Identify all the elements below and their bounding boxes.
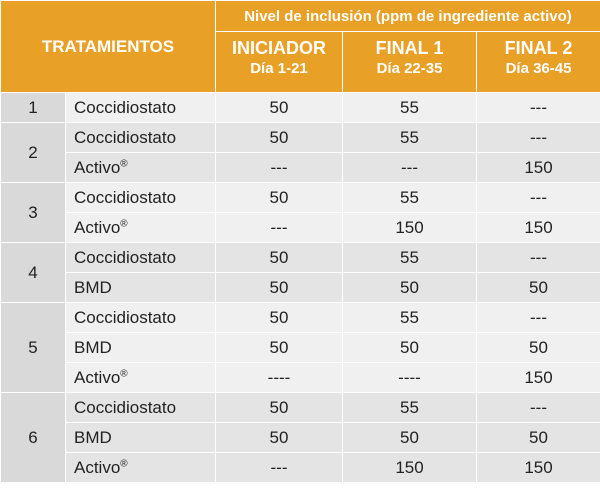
value-final-1: 55 [342, 182, 477, 213]
treatment-number: 3 [0, 182, 66, 243]
product-cell: Activo® [65, 452, 216, 483]
product-cell: Activo® [65, 152, 216, 183]
header-phase-final-2: FINAL 2 Día 36-45 [475, 31, 600, 93]
value-final-2: 150 [475, 362, 600, 393]
value-final-1: 55 [342, 302, 477, 333]
value-final-1: 55 [342, 242, 477, 273]
header-tratamientos: TRATAMIENTOS [0, 0, 216, 93]
phase-name: FINAL 2 [504, 38, 573, 58]
product-cell: BMD [65, 332, 216, 363]
value-iniciador: 50 [215, 122, 343, 153]
phase-days: Día 1-21 [250, 60, 308, 77]
value-iniciador: --- [215, 152, 343, 183]
header-nivel-inclusion: Nivel de inclusión (ppm de ingrediente a… [214, 0, 600, 32]
table-row: Activo® --- 150 150 [1, 452, 600, 483]
treatments-table: TRATAMIENTOS Nivel de inclusión (ppm de … [0, 0, 600, 483]
table-row: Activo® ---- ---- 150 [1, 362, 600, 393]
value-final-1: --- [342, 152, 477, 183]
product-cell: Coccidiostato [65, 242, 216, 273]
product-cell: Coccidiostato [65, 302, 216, 333]
value-iniciador: --- [215, 212, 343, 243]
value-final-2: 150 [475, 152, 600, 183]
value-final-2: 50 [475, 422, 600, 453]
value-final-2: --- [475, 92, 600, 123]
value-iniciador: 50 [215, 302, 343, 333]
value-iniciador: 50 [215, 392, 343, 423]
value-iniciador: 50 [215, 332, 343, 363]
value-final-1: 55 [342, 92, 477, 123]
table-row: Activo® --- --- 150 [1, 152, 600, 183]
value-iniciador: 50 [215, 92, 343, 123]
table-row: 5 Coccidiostato 50 55 --- [0, 302, 600, 393]
value-final-2: 150 [475, 212, 600, 243]
table-row: BMD 50 50 50 [1, 422, 600, 453]
value-final-2: 50 [475, 272, 600, 303]
product-cell: Coccidiostato [65, 392, 216, 423]
value-iniciador: 50 [215, 272, 343, 303]
value-final-1: 50 [342, 272, 477, 303]
value-final-1: 50 [342, 422, 477, 453]
table-row: BMD 50 50 50 [1, 332, 600, 363]
product-cell: Coccidiostato [65, 122, 216, 153]
treatment-number: 2 [0, 122, 66, 183]
table-row: 4 Coccidiostato 50 55 --- [0, 242, 600, 303]
product-cell: Activo® [65, 212, 216, 243]
header-phase-iniciador: INICIADOR Día 1-21 [215, 31, 343, 93]
table-header: TRATAMIENTOS Nivel de inclusión (ppm de … [0, 0, 600, 93]
header-phase-final-1: FINAL 1 Día 22-35 [342, 31, 477, 93]
product-cell: BMD [65, 422, 216, 453]
treatment-number: 1 [0, 92, 66, 123]
table-row: Activo® --- 150 150 [1, 212, 600, 243]
value-final-2: --- [475, 392, 600, 423]
product-cell: Coccidiostato [65, 92, 216, 123]
value-iniciador: 50 [215, 422, 343, 453]
treatment-number: 5 [0, 302, 66, 393]
value-iniciador: 50 [215, 242, 343, 273]
phase-name: INICIADOR [232, 38, 326, 58]
value-final-1: 55 [342, 392, 477, 423]
value-final-1: 150 [342, 452, 477, 483]
value-iniciador: ---- [215, 362, 343, 393]
table-row: 1 Coccidiostato 50 55 --- [0, 92, 600, 123]
value-final-1: 50 [342, 332, 477, 363]
value-final-2: 150 [475, 452, 600, 483]
table-body: 1 Coccidiostato 50 55 --- 2 Coccidiostato 50 55-… [0, 92, 600, 483]
value-final-2: --- [475, 122, 600, 153]
product-cell: BMD [65, 272, 216, 303]
table-row: BMD 50 50 50 [1, 272, 600, 303]
phase-days: Día 22-35 [376, 60, 443, 77]
value-final-1: ---- [342, 362, 477, 393]
phase-name: FINAL 1 [375, 38, 444, 58]
value-final-1: 150 [342, 212, 477, 243]
table-row: 3 Coccidiostato 50 55 --- [0, 182, 600, 243]
value-final-2: --- [475, 302, 600, 333]
phase-days: Día 36-45 [505, 60, 572, 77]
treatment-number: 6 [0, 392, 66, 483]
treatment-number: 4 [0, 242, 66, 303]
product-cell: Activo® [65, 362, 216, 393]
value-iniciador: --- [215, 452, 343, 483]
product-cell: Coccidiostato [65, 182, 216, 213]
table-row: 2 Coccidiostato 50 55 --- [0, 122, 600, 183]
value-final-2: --- [475, 242, 600, 273]
value-final-2: 50 [475, 332, 600, 363]
value-final-2: --- [475, 182, 600, 213]
value-final-1: 55 [342, 122, 477, 153]
value-iniciador: 50 [215, 182, 343, 213]
table-row: 6 Coccidiostato 50 55 --- [0, 392, 600, 483]
